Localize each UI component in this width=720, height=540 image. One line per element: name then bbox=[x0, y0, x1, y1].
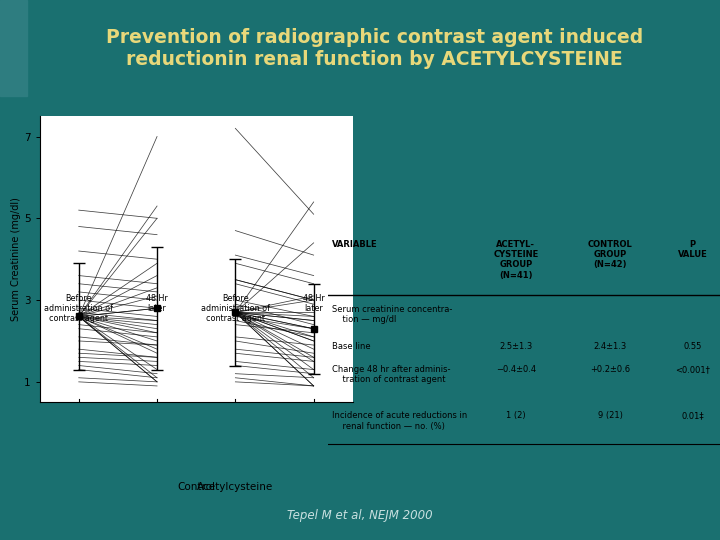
Text: Before
administration of
contrast agent: Before administration of contrast agent bbox=[44, 294, 113, 323]
Text: ACETYL-
CYSTEINE
GROUP
(N=41): ACETYL- CYSTEINE GROUP (N=41) bbox=[493, 240, 539, 280]
Text: Control: Control bbox=[177, 482, 215, 492]
Text: Acetylcysteine: Acetylcysteine bbox=[197, 482, 274, 492]
Text: CONTROL
GROUP
(N=42): CONTROL GROUP (N=42) bbox=[588, 240, 632, 269]
Text: 48 Hr
later: 48 Hr later bbox=[303, 294, 325, 313]
Text: Base line: Base line bbox=[331, 342, 370, 350]
Text: Before
administration of
contrast agent: Before administration of contrast agent bbox=[201, 294, 270, 323]
Text: 2.4±1.3: 2.4±1.3 bbox=[593, 342, 626, 350]
Text: Serum creatinine concentra-
    tion — mg/dl: Serum creatinine concentra- tion — mg/dl bbox=[331, 305, 452, 324]
Text: 1 (2): 1 (2) bbox=[506, 411, 526, 420]
Text: 48 Hr
later: 48 Hr later bbox=[146, 294, 168, 313]
Text: 9 (21): 9 (21) bbox=[598, 411, 623, 420]
Text: <0.001†: <0.001† bbox=[675, 365, 710, 374]
Text: −0.4±0.4: −0.4±0.4 bbox=[496, 365, 536, 374]
Text: Prevention of radiographic contrast agent induced
reductionin renal function by : Prevention of radiographic contrast agen… bbox=[106, 28, 643, 69]
Text: 0.01‡: 0.01‡ bbox=[681, 411, 704, 420]
Text: 2.5±1.3: 2.5±1.3 bbox=[500, 342, 533, 350]
Text: 0.55: 0.55 bbox=[683, 342, 702, 350]
Text: +0.2±0.6: +0.2±0.6 bbox=[590, 365, 630, 374]
Y-axis label: Serum Creatinine (mg/dl): Serum Creatinine (mg/dl) bbox=[12, 197, 21, 321]
Bar bbox=[0, 0, 27, 96]
Text: Change 48 hr after adminis-
    tration of contrast agent: Change 48 hr after adminis- tration of c… bbox=[331, 365, 450, 384]
Text: Tepel M et al, NEJM 2000: Tepel M et al, NEJM 2000 bbox=[287, 509, 433, 522]
Text: Incidence of acute reductions in
    renal function — no. (%): Incidence of acute reductions in renal f… bbox=[331, 411, 467, 431]
Text: VARIABLE: VARIABLE bbox=[331, 240, 377, 248]
Text: P
VALUE: P VALUE bbox=[678, 240, 708, 259]
